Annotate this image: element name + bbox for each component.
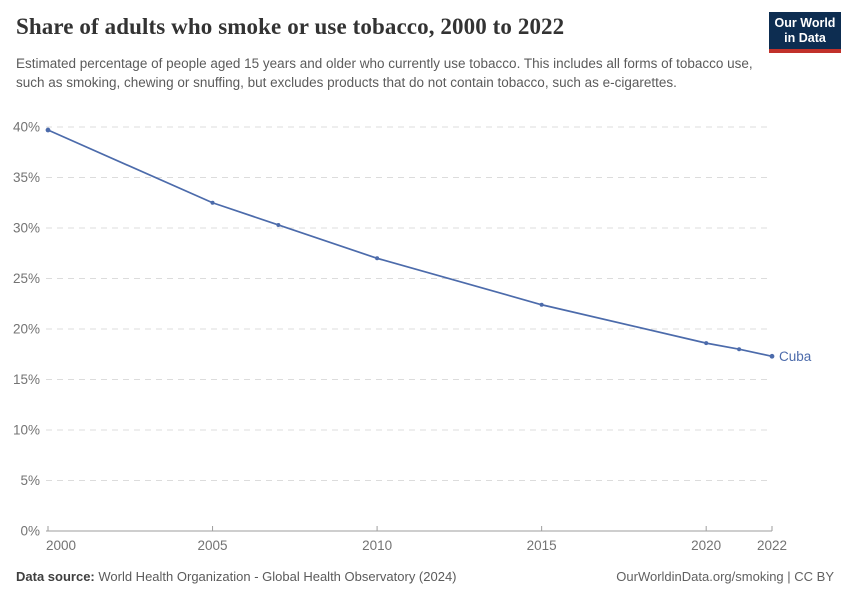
y-tick-label: 0% <box>20 524 40 539</box>
y-tick-label: 20% <box>13 322 40 337</box>
y-tick-label: 15% <box>13 372 40 387</box>
chart-title: Share of adults who smoke or use tobacco… <box>16 14 565 39</box>
owid-logo-line1: Our World <box>774 16 836 30</box>
data-point[interactable] <box>375 256 380 261</box>
x-tick-label: 2020 <box>691 538 721 553</box>
data-point[interactable] <box>210 200 215 205</box>
owid-logo[interactable]: Our World in Data <box>769 12 841 53</box>
data-source: Data source: World Health Organization -… <box>16 569 457 584</box>
x-tick-label: 2022 <box>757 538 787 553</box>
owid-logo-line2: in Data <box>784 30 826 45</box>
y-tick-label: 10% <box>13 423 40 438</box>
data-point[interactable] <box>737 347 742 352</box>
data-point[interactable] <box>539 302 544 307</box>
data-source-value: World Health Organization - Global Healt… <box>94 569 457 584</box>
series-end-label[interactable]: Cuba <box>779 349 812 364</box>
line-chart[interactable]: 0% 5% 10% 15% 20% 25% 30% 35% 40% 2000 2005 2010 201… <box>0 115 850 563</box>
chart-footer: Data source: World Health Organization -… <box>16 569 834 584</box>
x-tick-label: 2005 <box>198 538 228 553</box>
data-source-label: Data source: <box>16 569 95 584</box>
rights-link[interactable]: OurWorldinData.org/smoking | CC BY <box>616 569 834 584</box>
x-tick-label: 2015 <box>527 538 557 553</box>
series-line[interactable] <box>47 129 773 358</box>
data-point[interactable] <box>45 127 51 133</box>
y-tick-label: 25% <box>13 271 40 286</box>
y-tick-label: 40% <box>13 120 40 135</box>
chart-subtitle: Estimated percentage of people aged 15 y… <box>16 56 753 90</box>
x-tick-label: 2000 <box>46 538 76 553</box>
y-tick-label: 35% <box>13 170 40 185</box>
y-tick-label: 5% <box>20 473 40 488</box>
data-point[interactable] <box>276 222 281 227</box>
data-point[interactable] <box>769 353 775 359</box>
y-tick-label: 30% <box>13 221 40 236</box>
data-point[interactable] <box>704 341 709 346</box>
x-tick-label: 2010 <box>362 538 392 553</box>
